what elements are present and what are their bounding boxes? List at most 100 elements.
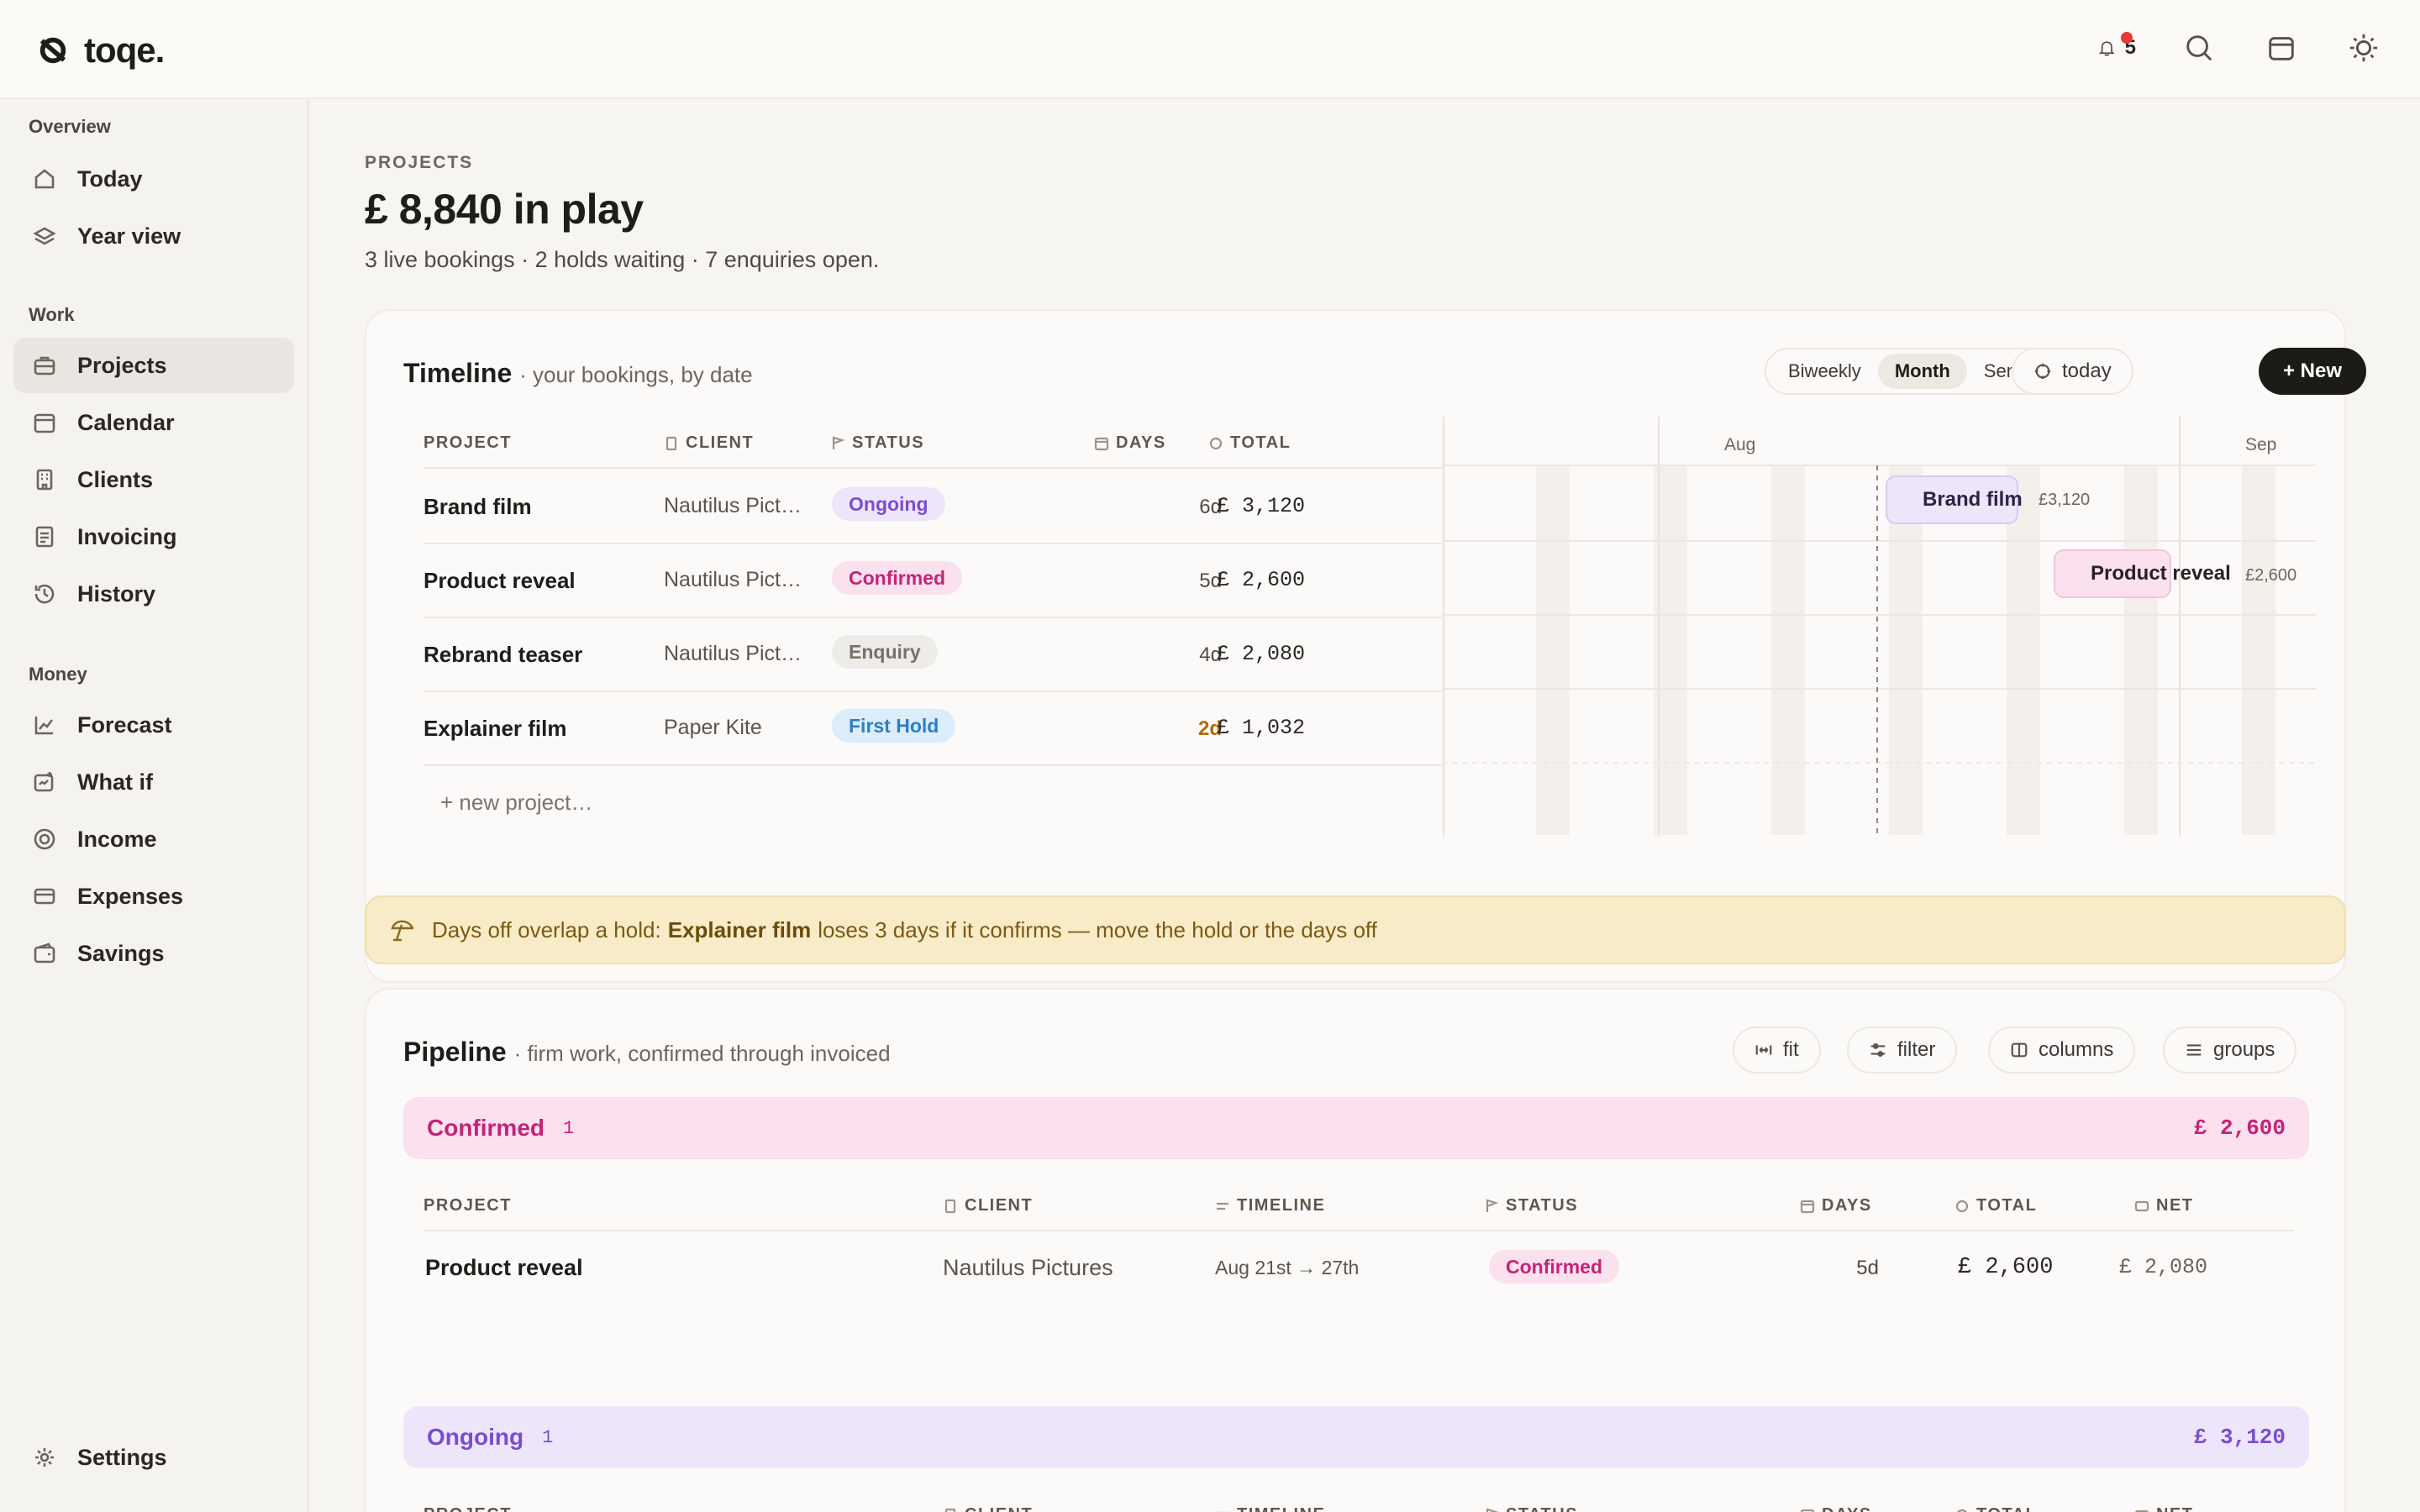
column-header-status[interactable]: STATUS [1484, 1505, 1578, 1512]
alert-prefix: Days off overlap a hold: [432, 916, 661, 942]
group-header-confirmed[interactable]: Confirmed 1 £ 2,600 [403, 1097, 2309, 1159]
coins-icon [1209, 437, 1223, 449]
column-header-status[interactable]: STATUS [1484, 1196, 1578, 1215]
row-project-name[interactable]: Rebrand teaser [424, 642, 583, 667]
receipt-icon [2134, 1509, 2149, 1512]
app-name: toqe. [84, 30, 165, 70]
column-header-days-label: DAYS [1822, 1505, 1872, 1512]
row-total: £ 1,032 [1217, 716, 1306, 740]
calendar-small-icon [1094, 437, 1109, 450]
column-header-timeline[interactable]: TIMELINE [1215, 1196, 1325, 1215]
groups-button-label: groups [2213, 1038, 2275, 1061]
status-badge-enquiry[interactable]: Enquiry [832, 635, 938, 669]
fit-width-icon [1755, 1045, 1772, 1055]
column-header-days[interactable]: DAYS [1800, 1196, 1872, 1215]
column-header-total[interactable]: TOTAL [1208, 433, 1291, 453]
column-header-status[interactable]: STATUS [830, 433, 924, 453]
gantt-bar-product-reveal[interactable]: Product reveal [2054, 549, 2231, 598]
row-project-name[interactable]: Brand film [424, 494, 532, 519]
invoice-icon [35, 526, 54, 548]
sidebar-item-calendar[interactable]: Calendar [13, 395, 294, 450]
column-header-net[interactable]: NET [2134, 1505, 2194, 1512]
wallet-icon [34, 942, 55, 963]
column-header-status-label: STATUS [852, 433, 925, 452]
sidebar-item-projects[interactable]: Projects [13, 338, 294, 393]
gantt-bar-brand-film[interactable]: Brand film [1886, 475, 2023, 524]
calendar-button[interactable] [2262, 29, 2301, 67]
columns-button-label: columns [2039, 1038, 2114, 1061]
gantt-bar-amount: £3,120 [2039, 491, 2091, 509]
search-button[interactable] [2180, 29, 2218, 67]
sidebar-item-year-view[interactable]: Year view [13, 208, 294, 264]
column-header-days[interactable]: DAYS [1094, 433, 1166, 453]
search-icon [2186, 35, 2212, 61]
new-project-button[interactable]: + New [2259, 348, 2366, 395]
status-badge-first-hold[interactable]: First Hold [832, 709, 956, 743]
fit-button[interactable]: fit [1733, 1026, 1821, 1074]
sidebar-item-history[interactable]: History [13, 566, 294, 622]
row-days: 5d [1856, 1257, 1879, 1279]
sidebar-item-what-if[interactable]: What if [13, 754, 294, 810]
page-subtitle: 3 live bookings · 2 holds waiting · 7 en… [365, 247, 880, 272]
flag-icon [1486, 1508, 1499, 1512]
pipeline-title: Pipeline · firm work, confirmed through … [403, 1037, 891, 1068]
client-column-icon [944, 1508, 956, 1512]
row-project-name[interactable]: Explainer film [424, 716, 567, 741]
notifications-button[interactable]: 5 [2097, 29, 2136, 67]
row-net: £ 2,080 [2119, 1255, 2208, 1279]
sidebar-item-settings[interactable]: Settings [13, 1430, 294, 1485]
sidebar-item-label: Today [77, 165, 143, 192]
sidebar-item-savings[interactable]: Savings [13, 926, 294, 981]
group-total: £ 2,600 [2193, 1116, 2286, 1141]
row-project-name[interactable]: Product reveal [425, 1255, 583, 1280]
sidebar-item-income[interactable]: Income [13, 811, 294, 867]
timeline-icon [1217, 1511, 1228, 1512]
column-header-total[interactable]: TOTAL [1954, 1196, 2037, 1215]
group-header-ongoing[interactable]: Ongoing 1 £ 3,120 [403, 1406, 2309, 1468]
column-header-project[interactable]: PROJECT [424, 1505, 512, 1512]
column-header-timeline[interactable]: TIMELINE [1215, 1505, 1325, 1512]
column-header-client-label: CLIENT [686, 433, 755, 452]
status-badge-confirmed[interactable]: Confirmed [1489, 1250, 1619, 1284]
column-header-client[interactable]: CLIENT [943, 1505, 1033, 1512]
sidebar-item-today[interactable]: Today [13, 151, 294, 207]
calendar-small-icon [1800, 1200, 1815, 1213]
row-total: £ 3,120 [1217, 494, 1306, 518]
column-header-total[interactable]: TOTAL [1954, 1505, 2037, 1512]
coin-icon [34, 828, 55, 850]
timeline-card: Timeline · your bookings, by date Biweek… [365, 309, 2366, 983]
app-logo[interactable]: toqe. [37, 30, 165, 71]
sidebar-item-expenses[interactable]: Expenses [13, 869, 294, 924]
alert-suffix: loses 3 days if it confirms — move the h… [818, 916, 1377, 942]
status-badge-ongoing[interactable]: Ongoing [832, 487, 945, 521]
sidebar-item-forecast[interactable]: Forecast [13, 697, 294, 753]
columns-button[interactable]: columns [1988, 1026, 2136, 1074]
column-header-days[interactable]: DAYS [1800, 1505, 1872, 1512]
sidebar-item-label: Year view [77, 223, 182, 249]
notification-dot [2121, 32, 2133, 44]
status-badge-confirmed[interactable]: Confirmed [832, 561, 962, 595]
sidebar-item-label: Income [77, 826, 157, 852]
column-header-project[interactable]: PROJECT [424, 433, 512, 452]
row-project-name[interactable]: Product reveal [424, 568, 576, 593]
filter-button[interactable]: filter [1847, 1026, 1958, 1074]
building-icon [36, 469, 53, 491]
alert-project-link[interactable]: Explainer film [667, 916, 812, 942]
groups-button[interactable]: groups [2163, 1026, 2297, 1074]
sidebar-item-invoicing[interactable]: Invoicing [13, 509, 294, 564]
column-header-project[interactable]: PROJECT [424, 1196, 512, 1215]
theme-toggle-button[interactable] [2344, 29, 2383, 67]
calendar-icon [34, 413, 55, 433]
group-total: £ 3,120 [2193, 1425, 2286, 1450]
pipeline-subtitle: · firm work, confirmed through invoiced [513, 1041, 891, 1066]
new-project-link[interactable]: + new project… [440, 790, 593, 815]
sidebar-item-clients[interactable]: Clients [13, 452, 294, 507]
column-header-net[interactable]: NET [2134, 1196, 2194, 1215]
overlap-alert[interactable]: Days off overlap a hold: Explainer film … [365, 895, 2346, 964]
column-header-client[interactable]: CLIENT [664, 433, 754, 453]
view-option-biweekly[interactable]: Biweekly [1788, 360, 1861, 381]
view-option-month[interactable]: Month [1877, 354, 1967, 389]
column-header-net-label: NET [2156, 1196, 2194, 1215]
column-header-client[interactable]: CLIENT [943, 1196, 1033, 1215]
today-button[interactable]: today [2012, 348, 2133, 395]
